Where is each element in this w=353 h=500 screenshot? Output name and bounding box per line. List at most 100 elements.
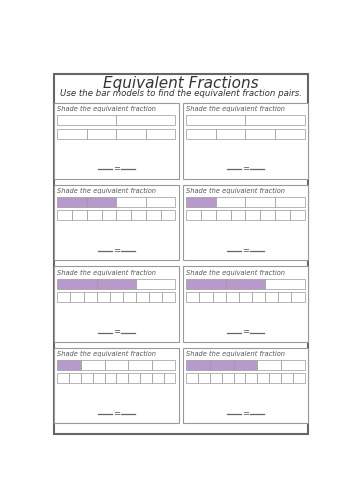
Text: =: = (242, 164, 249, 173)
Bar (116, 128, 146, 138)
Bar (57, 197, 87, 207)
Bar (199, 292, 213, 302)
Bar (81, 374, 93, 384)
Bar (269, 374, 281, 384)
Bar (136, 278, 175, 288)
Bar (186, 278, 226, 288)
Bar (116, 210, 131, 220)
Bar (278, 292, 291, 302)
Bar (210, 374, 222, 384)
Bar (57, 278, 97, 288)
Bar (140, 374, 152, 384)
Bar (265, 292, 278, 302)
Bar (131, 210, 146, 220)
Text: Shade the equivalent fraction: Shade the equivalent fraction (56, 188, 156, 194)
Bar (245, 210, 260, 220)
Bar (257, 360, 281, 370)
Bar (128, 374, 140, 384)
Text: Use the bar models to find the equivalent fraction pairs.: Use the bar models to find the equivalen… (60, 90, 302, 98)
Bar (183, 103, 307, 178)
Bar (183, 348, 307, 424)
Bar (57, 210, 72, 220)
Bar (216, 210, 231, 220)
Bar (245, 197, 275, 207)
Bar (239, 292, 252, 302)
Bar (281, 374, 293, 384)
Bar (54, 348, 179, 424)
Bar (164, 374, 175, 384)
Bar (71, 292, 84, 302)
Bar (222, 374, 234, 384)
Bar (57, 128, 87, 138)
Bar (102, 210, 116, 220)
Bar (281, 360, 305, 370)
Text: Shade the equivalent fraction: Shade the equivalent fraction (186, 351, 285, 357)
Bar (54, 103, 179, 178)
Bar (110, 292, 123, 302)
Text: Shade the equivalent fraction: Shade the equivalent fraction (56, 270, 156, 276)
Bar (257, 374, 269, 384)
Bar (57, 292, 71, 302)
Bar (183, 184, 307, 260)
Bar (186, 360, 210, 370)
Bar (104, 360, 128, 370)
Bar (87, 197, 116, 207)
Bar (231, 210, 245, 220)
Bar (186, 116, 245, 126)
Bar (84, 292, 97, 302)
Bar (216, 128, 245, 138)
Bar (161, 210, 175, 220)
Bar (54, 266, 179, 342)
Text: Shade the equivalent fraction: Shade the equivalent fraction (56, 351, 156, 357)
Bar (213, 292, 226, 302)
Bar (57, 116, 116, 126)
Bar (116, 374, 128, 384)
Bar (54, 184, 179, 260)
Bar (183, 266, 307, 342)
Bar (245, 128, 275, 138)
Bar (216, 197, 245, 207)
Bar (136, 292, 149, 302)
Text: =: = (113, 409, 120, 418)
Bar (72, 210, 87, 220)
Bar (186, 292, 199, 302)
Text: Shade the equivalent fraction: Shade the equivalent fraction (186, 106, 285, 112)
Bar (186, 210, 201, 220)
Bar (146, 210, 161, 220)
Bar (57, 374, 69, 384)
Bar (252, 292, 265, 302)
Bar (201, 210, 216, 220)
Bar (245, 116, 305, 126)
Bar (234, 374, 245, 384)
Bar (275, 210, 290, 220)
Bar (162, 292, 175, 302)
Bar (128, 360, 152, 370)
Text: =: = (242, 246, 249, 254)
Bar (97, 278, 136, 288)
Bar (93, 374, 104, 384)
Bar (186, 374, 198, 384)
Bar (275, 197, 305, 207)
Bar (293, 374, 305, 384)
Bar (116, 116, 175, 126)
Bar (87, 128, 116, 138)
Bar (152, 360, 175, 370)
Bar (149, 292, 162, 302)
Text: Shade the equivalent fraction: Shade the equivalent fraction (56, 106, 156, 112)
Text: Shade the equivalent fraction: Shade the equivalent fraction (186, 270, 285, 276)
Text: =: = (242, 328, 249, 336)
Text: =: = (113, 246, 120, 254)
Bar (186, 197, 216, 207)
Bar (198, 374, 210, 384)
Bar (116, 197, 146, 207)
Bar (57, 360, 81, 370)
Bar (146, 128, 175, 138)
Bar (234, 360, 257, 370)
Bar (265, 278, 305, 288)
Bar (260, 210, 275, 220)
Bar (152, 374, 164, 384)
Bar (186, 128, 216, 138)
Text: =: = (113, 164, 120, 173)
Bar (245, 374, 257, 384)
Bar (290, 210, 305, 220)
